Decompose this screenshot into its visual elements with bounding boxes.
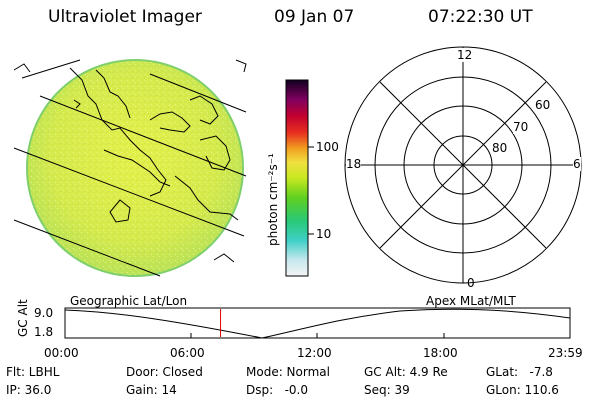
mlat-label-60: 60 <box>535 98 551 112</box>
app-title: Ultraviolet Imager <box>48 7 202 27</box>
colorbar-tick-100: 100 <box>316 140 339 154</box>
filter-value: Flt: LBHL <box>6 365 60 379</box>
mlt-label-18: 18 <box>346 157 362 171</box>
latitude-lines <box>13 59 247 277</box>
mlat-label-70: 70 <box>513 120 529 134</box>
ip-value: IP: 36.0 <box>6 383 52 397</box>
left-panel-caption: Geographic Lat/Lon <box>70 294 188 308</box>
mlat-label-80: 80 <box>492 141 508 155</box>
altitude-axis-label: GC Alt <box>16 299 30 337</box>
time-tick-1800: 18:00 <box>423 346 458 360</box>
sequence-value: Seq: 39 <box>364 383 410 397</box>
colorbar-tick-10: 10 <box>316 227 332 241</box>
geo-latitude-value: GLat: -7.8 <box>486 365 553 379</box>
time-tick-0000: 00:00 <box>44 346 79 360</box>
polar-panel-caption: Apex MLat/MLT <box>426 294 516 308</box>
time-tick-2359: 23:59 <box>548 346 583 360</box>
door-status: Door: Closed <box>126 365 203 379</box>
coastline-overlay <box>13 59 247 263</box>
time-tick-1200: 12:00 <box>297 346 332 360</box>
time-tick-0600: 06:00 <box>170 346 205 360</box>
geo-longitude-value: GLon: 110.6 <box>486 383 559 397</box>
altitude-min-label: 1.8 <box>34 325 54 339</box>
altitude-max-label: 9.0 <box>34 306 54 320</box>
time-label: 07:22:30 UT <box>428 7 533 27</box>
mlt-label-12: 12 <box>457 48 473 62</box>
mlt-label-0: 0 <box>467 276 475 290</box>
altitude-curve <box>64 308 571 339</box>
gain-value: Gain: 14 <box>126 383 177 397</box>
mode-value: Mode: Normal <box>246 365 330 379</box>
mlt-label-6: 6 <box>573 157 581 171</box>
dsp-value: Dsp: -0.0 <box>246 383 309 397</box>
gc-altitude-value: GC Alt: 4.9 Re <box>364 365 448 379</box>
date-label: 09 Jan 07 <box>274 7 355 27</box>
